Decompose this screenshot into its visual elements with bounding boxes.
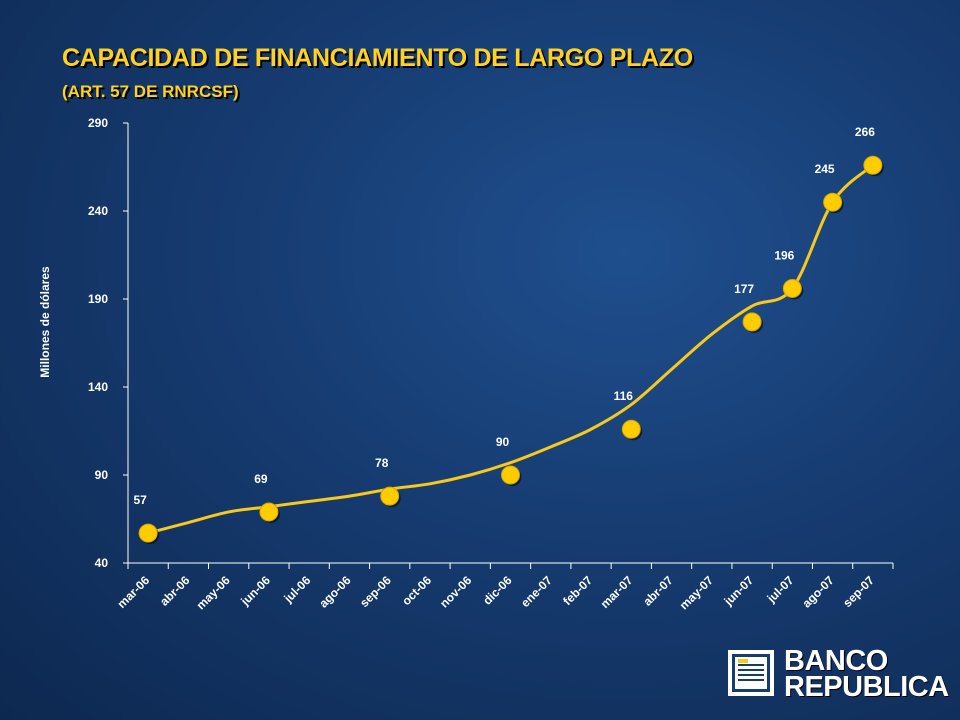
data-label: 196 [774, 248, 794, 262]
chart-axes [127, 123, 893, 564]
y-axis-ticks: 40 90 140 190 240 290 [88, 116, 128, 570]
data-label: 69 [254, 472, 268, 486]
banco-republica-logo: BANCO REPUBLICA [726, 645, 949, 706]
bank-emblem-icon [728, 650, 774, 696]
logo-line-2: REPUBLICA [784, 671, 949, 703]
y-tick-label: 240 [88, 204, 108, 218]
x-tick-label: may-06 [194, 573, 233, 612]
x-tick-label: may-07 [677, 573, 716, 612]
data-label: 177 [734, 282, 754, 296]
x-tick-label: jun-06 [237, 573, 273, 609]
data-point [782, 278, 802, 298]
x-tick-label: abr-07 [640, 573, 676, 609]
data-point [621, 419, 641, 439]
chart-title: CAPACIDAD DE FINANCIAMIENTO DE LARGO PLA… [62, 44, 693, 72]
x-tick-label: ago-07 [799, 573, 836, 610]
y-tick-label: 140 [88, 380, 108, 394]
x-axis-ticks: mar-06 abr-06 may-06 jun-06 jul-06 ago-06 sep-… [115, 563, 894, 612]
data-label: 266 [855, 125, 875, 139]
x-tick-label: ene-07 [518, 573, 555, 610]
x-tick-label: mar-07 [598, 573, 636, 611]
x-tick-label: jun-07 [721, 573, 757, 609]
y-tick-label: 290 [88, 116, 108, 130]
y-axis-label: Millones de dólares [38, 266, 52, 378]
markers-group [138, 155, 884, 545]
y-tick-label: 40 [95, 556, 109, 570]
data-label: 90 [496, 435, 510, 449]
x-tick-label: abr-06 [157, 573, 193, 609]
data-point [259, 502, 279, 522]
data-point [501, 465, 520, 485]
data-point [823, 192, 843, 212]
x-tick-label: nov-06 [437, 573, 474, 610]
x-tick-label: jul-06 [281, 573, 314, 606]
x-tick-label: dic-06 [480, 573, 515, 608]
y-tick-label: 190 [88, 292, 108, 306]
y-tick-label: 90 [95, 468, 109, 482]
data-labels-group: 57 69 78 90 116 177 196 245 266 [133, 125, 875, 507]
chart-subtitle: (ART. 57 DE RNRCSF) [62, 82, 239, 101]
x-tick-label: oct-06 [399, 573, 434, 608]
x-tick-label: feb-07 [560, 573, 595, 608]
data-point [380, 486, 400, 506]
data-label: 245 [815, 162, 835, 176]
data-point [138, 523, 158, 543]
x-tick-label: sep-06 [357, 573, 394, 610]
data-label: 78 [375, 456, 389, 470]
data-point [863, 155, 883, 175]
data-label: 116 [614, 389, 634, 403]
x-tick-label: jul-07 [764, 573, 797, 606]
logo-line-1: BANCO [784, 645, 888, 677]
data-label: 57 [133, 493, 147, 507]
x-tick-label: sep-07 [840, 573, 877, 610]
x-tick-label: ago-06 [316, 573, 353, 610]
x-tick-label: mar-06 [115, 573, 153, 611]
data-point [742, 312, 762, 332]
